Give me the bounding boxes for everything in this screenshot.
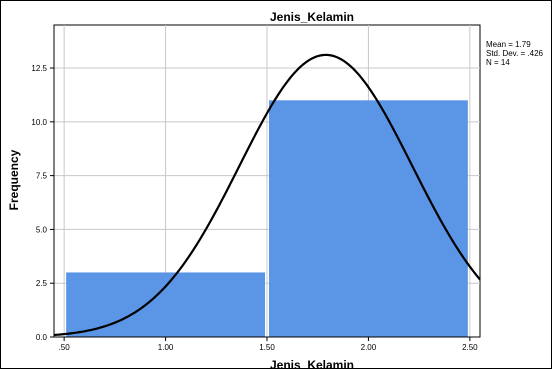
y-tick-label-1: 2.5: [36, 279, 48, 288]
plot-area: 0.0 2.5 5.0 7.5 10.0 12.5 .50 1.00 1.50 2.00 2.50: [31, 24, 481, 352]
y-tick-label-5: 12.5: [31, 64, 47, 73]
histogram-bar-0: [66, 272, 266, 337]
x-axis-label: Jenis_Kelamin: [270, 358, 354, 369]
y-tick-label-2: 5.0: [36, 225, 48, 234]
stat-std-dev: Std. Dev. = .426: [486, 49, 544, 58]
x-tick-label-0: .50: [59, 343, 71, 352]
chart-title: Jenis_Kelamin: [270, 10, 354, 24]
y-tick-label-3: 7.5: [36, 172, 48, 181]
y-axis-label: Frequency: [7, 149, 21, 210]
y-tick-label-4: 10.0: [31, 118, 47, 127]
x-tick-label-4: 2.50: [462, 343, 478, 352]
stat-n: N = 14: [486, 58, 510, 67]
x-tick-label-1: 1.00: [158, 343, 174, 352]
normal-curve: [53, 53, 481, 337]
x-tick-label-2: 1.50: [259, 343, 275, 352]
x-tick-label-3: 2.00: [361, 343, 377, 352]
histogram-bar-1: [269, 100, 468, 337]
y-tick-label-0: 0.0: [36, 333, 48, 342]
stat-mean: Mean = 1.79: [486, 40, 531, 49]
